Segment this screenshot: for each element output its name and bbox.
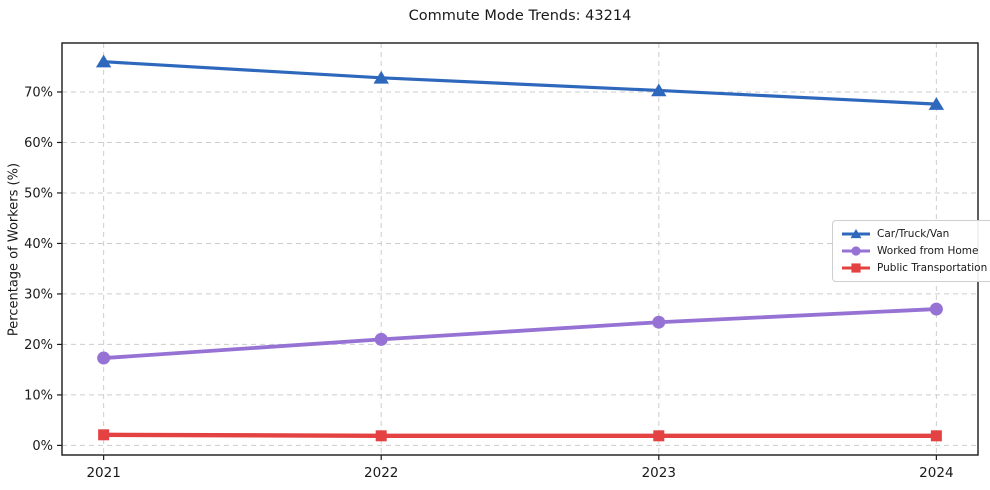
legend-label: Car/Truck/Van — [877, 228, 950, 240]
y-tick-label: 70% — [24, 85, 53, 100]
legend-label: Worked from Home — [877, 245, 979, 257]
legend-square-icon — [851, 263, 861, 273]
y-tick-label: 40% — [24, 237, 53, 252]
y-tick-label: 10% — [24, 388, 53, 403]
legend-item: Worked from Home — [841, 244, 987, 258]
marker-circle-icon — [929, 302, 943, 316]
series-line-circle — [101, 307, 939, 360]
legend-circle-icon — [851, 246, 861, 256]
legend-label: Public Transportation — [877, 262, 988, 274]
marker-square-icon — [930, 430, 942, 442]
marker-circle-icon — [97, 351, 111, 365]
series-line-square — [101, 432, 939, 439]
marker-circle-icon — [652, 315, 666, 329]
y-tick-label: 20% — [24, 338, 53, 353]
legend-item: Car/Truck/Van — [841, 227, 987, 241]
y-tick-label: 0% — [32, 439, 53, 454]
x-tick-label: 2024 — [919, 465, 953, 481]
marker-triangle-icon — [651, 83, 667, 97]
legend-item: Public Transportation — [841, 261, 987, 275]
marker-circle-icon — [374, 332, 388, 346]
x-tick-label: 2023 — [642, 465, 676, 481]
marker-square-icon — [653, 430, 665, 442]
y-tick-label: 30% — [24, 287, 53, 302]
x-tick-label: 2022 — [364, 465, 398, 481]
chart-title: Commute Mode Trends: 43214 — [408, 8, 632, 24]
y-tick-label: 60% — [24, 136, 53, 151]
marker-square-icon — [98, 429, 110, 441]
legend-triangle-icon — [850, 229, 862, 239]
marker-triangle-icon — [928, 97, 945, 110]
series-line-triangle — [102, 60, 938, 106]
marker-triangle-icon — [95, 54, 112, 68]
legend: Car/Truck/Van Worked from Home Public Tran… — [832, 220, 990, 282]
x-tick-label: 2021 — [86, 465, 120, 481]
legend-sample — [842, 229, 870, 239]
legend-sample — [842, 246, 870, 256]
marker-square-icon — [375, 430, 387, 442]
legend-sample — [842, 263, 870, 273]
marker-triangle-icon — [373, 70, 389, 84]
y-tick-label: 50% — [24, 186, 53, 201]
